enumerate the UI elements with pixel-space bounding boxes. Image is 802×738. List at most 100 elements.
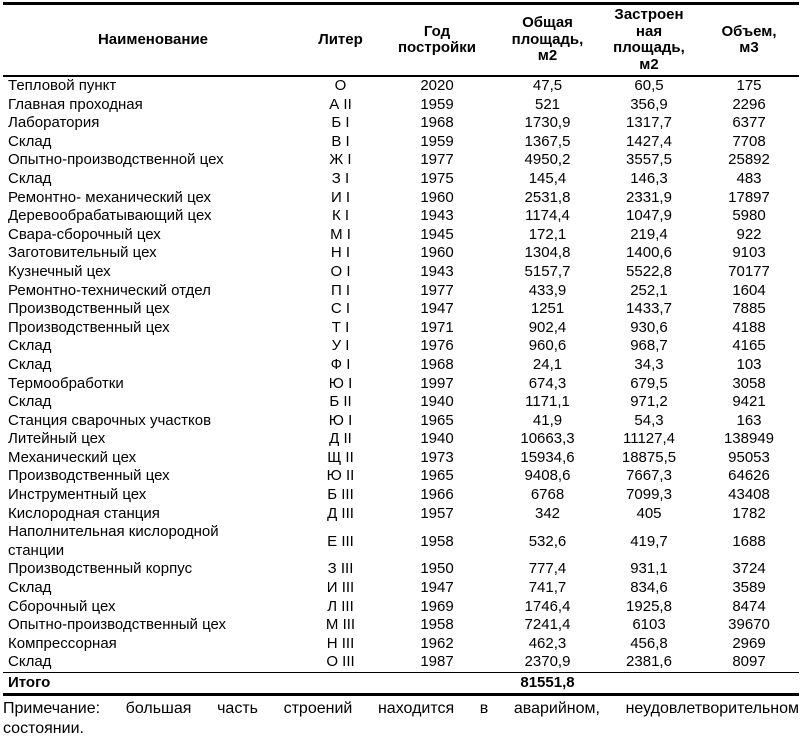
cell-built_area: 679,5 <box>630 374 668 392</box>
cell-total_area: 6768 <box>530 486 565 504</box>
table-row: Кислородная станция Д III 1957 342 405 1782 <box>3 505 799 524</box>
cell-volume: 70177 <box>728 262 770 280</box>
cell-year: 1976 <box>420 337 454 355</box>
cell-built_area: 405 <box>636 504 662 522</box>
cell-volume: 8474 <box>732 597 766 615</box>
cell-built_area: 5522,8 <box>626 262 672 280</box>
cell-built_area: 11127,4 <box>623 430 675 448</box>
cell-built_area: 252,1 <box>630 281 668 299</box>
total-liter-cell <box>303 672 378 696</box>
cell-name: Производственный корпус <box>8 560 193 578</box>
cell-liter: У I <box>331 337 350 355</box>
table-row: Склад Ф I 1968 24,1 34,3 103 <box>3 356 799 375</box>
cell-year: 1977 <box>420 151 454 169</box>
cell-total_area: 1174,4 <box>525 207 570 225</box>
cell-liter: М I <box>330 225 351 243</box>
cell-built_area: 219,4 <box>630 225 668 243</box>
table-row: Свара-сборочный цех М I 1945 172,1 219,4 922 <box>3 226 799 245</box>
cell-total_area: 172,1 <box>528 225 567 243</box>
cell-liter: В I <box>331 132 350 150</box>
total-volume-cell <box>699 672 799 696</box>
cell-total_area: 15934,6 <box>520 448 575 466</box>
cell-total_area: 342 <box>534 504 561 522</box>
table-row: Тепловой пункт О 2020 47,5 60,5 175 <box>3 76 799 96</box>
cell-total_area: 1730,9 <box>524 114 571 132</box>
buildings-table: Наименование Литер Год постройки Общая площ… <box>3 2 799 696</box>
table-row: Склад У I 1976 960,6 968,7 4165 <box>3 337 799 356</box>
cell-liter: С I <box>330 300 351 318</box>
cell-total_area: 4950,2 <box>524 151 571 169</box>
cell-name: Механический цех <box>8 448 137 466</box>
cell-volume: 3058 <box>732 374 766 392</box>
cell-volume: 43408 <box>728 486 770 504</box>
column-header-liter: Литер <box>303 3 378 77</box>
cell-total_area: 41,9 <box>532 411 563 429</box>
cell-liter: И III <box>326 579 355 597</box>
table-row: Производственный цех С I 1947 1251 1433,7 788… <box>3 300 799 319</box>
cell-year: 1965 <box>420 411 454 429</box>
cell-name: Термообработки <box>8 374 124 392</box>
cell-volume: 1782 <box>732 504 766 522</box>
cell-year: 1962 <box>420 634 454 652</box>
cell-total_area: 1746,4 <box>524 597 571 615</box>
cell-liter: Е III <box>327 532 354 550</box>
table-row: Производственный цех Т I 1971 902,4 930,6 418… <box>3 319 799 338</box>
table-row: Опытно-производственный цех М III 1958 7241… <box>3 616 799 635</box>
cell-year: 1987 <box>420 653 454 671</box>
cell-liter: И I <box>330 188 351 206</box>
cell-liter: З I <box>331 169 350 187</box>
cell-name: Кислородная станция <box>8 504 160 522</box>
cell-built_area: 456,8 <box>630 634 668 652</box>
cell-liter: К I <box>331 207 350 225</box>
cell-total_area: 9408,6 <box>524 467 571 485</box>
cell-year: 1947 <box>420 579 454 597</box>
cell-total_area: 777,4 <box>528 560 567 578</box>
cell-year: 1975 <box>420 169 454 187</box>
cell-name: Производственный цех <box>8 318 170 336</box>
cell-liter: Ф I <box>330 355 351 373</box>
cell-year: 1950 <box>420 560 454 578</box>
table-row: Опытно-производственной цех Ж I 1977 4950,2… <box>3 151 799 170</box>
cell-built_area: 931,1 <box>630 560 668 578</box>
cell-name: Ремонтно-технический отдел <box>8 281 211 299</box>
cell-volume: 4165 <box>732 337 766 355</box>
cell-built_area: 1317,7 <box>626 114 672 132</box>
cell-volume: 138949 <box>723 430 775 448</box>
cell-year: 1960 <box>420 188 454 206</box>
cell-total_area: 462,3 <box>528 634 567 652</box>
cell-name: Склад <box>8 653 52 671</box>
cell-built_area: 1925,8 <box>626 597 672 615</box>
cell-name: Сборочный цех <box>8 597 116 615</box>
cell-name: Свара-сборочный цех <box>8 225 161 243</box>
cell-built_area: 930,6 <box>630 318 668 336</box>
total-year-cell <box>378 672 496 696</box>
table-row: Компрессорная Н III 1962 462,3 456,8 2969 <box>3 635 799 654</box>
cell-name: Лаборатория <box>8 114 100 132</box>
cell-built_area: 2381,6 <box>626 653 672 671</box>
cell-total_area: 47,5 <box>532 77 563 94</box>
cell-year: 1959 <box>420 132 454 150</box>
table-row: Склад И III 1947 741,7 834,6 3589 <box>3 579 799 598</box>
cell-built_area: 971,2 <box>630 393 668 411</box>
cell-volume: 922 <box>736 225 762 243</box>
table-row: Склад О III 1987 2370,9 2381,6 8097 <box>3 653 799 672</box>
cell-volume: 7708 <box>732 132 766 150</box>
cell-total_area: 24,1 <box>532 355 563 373</box>
cell-name: Производственный цех <box>8 300 170 318</box>
cell-name: Склад <box>8 355 52 373</box>
cell-volume: 103 <box>736 355 762 373</box>
cell-built_area: 419,7 <box>630 532 668 550</box>
cell-total_area: 1171,1 <box>525 393 570 411</box>
cell-built_area: 6103 <box>632 616 666 634</box>
total-built-cell <box>599 672 699 696</box>
note-text-line2: состоянии. <box>3 719 84 737</box>
cell-name: Склад <box>8 132 52 150</box>
cell-volume: 95053 <box>728 448 770 466</box>
cell-year: 1977 <box>420 281 454 299</box>
cell-liter: Ю I <box>328 374 353 392</box>
cell-total_area: 1251 <box>530 300 565 318</box>
table-row: Наполнительная кислородной станции Е III 1… <box>3 523 799 560</box>
cell-year: 2020 <box>420 77 454 94</box>
cell-volume: 64626 <box>728 467 770 485</box>
cell-volume: 8097 <box>732 653 766 671</box>
